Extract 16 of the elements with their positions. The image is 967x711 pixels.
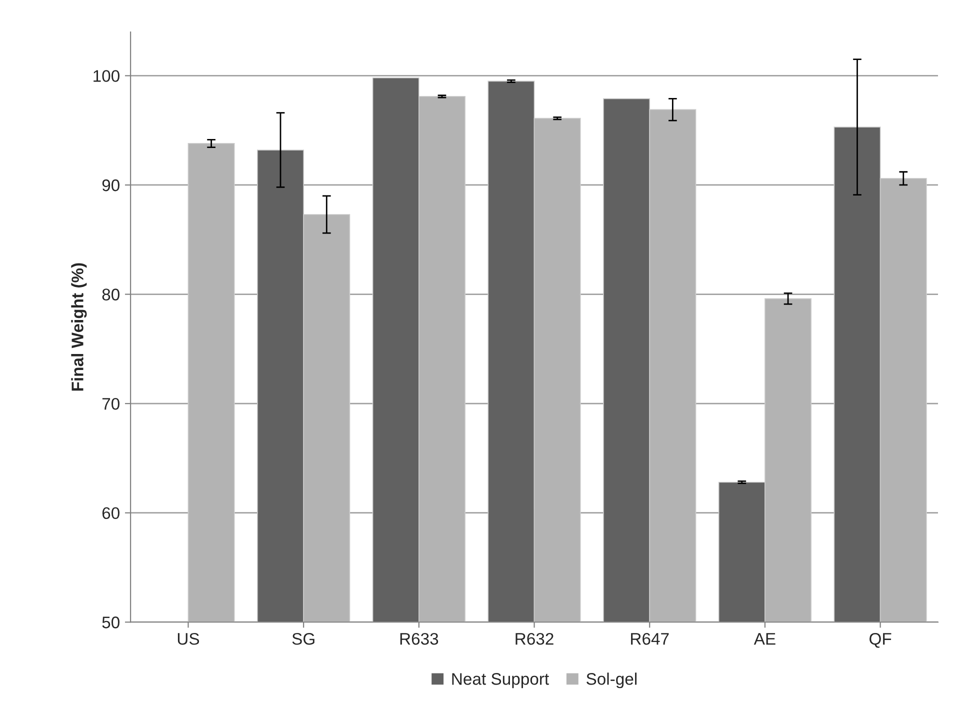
y-tick-label: 100 [94,70,120,82]
x-tick-label: R647 [631,632,669,645]
y-tick-label: 50 [102,616,120,628]
x-tick-label: SG [292,632,314,645]
x-tick-label: QF [870,632,892,648]
x-tick-label: R633 [400,632,438,645]
legend-label: Neat Support [452,673,549,688]
y-axis-title: Final Weight (%) [71,263,87,391]
y-tick-label: 90 [102,179,120,192]
y-tick-label: 60 [102,507,120,520]
y-tick-label: 80 [102,288,120,300]
x-tick-label: R632 [516,632,554,645]
legend-label: Sol-gel [586,672,637,688]
y-tick-label: 70 [102,398,120,410]
x-tick-label: AE [754,633,776,645]
x-tick-label: US [178,632,200,645]
